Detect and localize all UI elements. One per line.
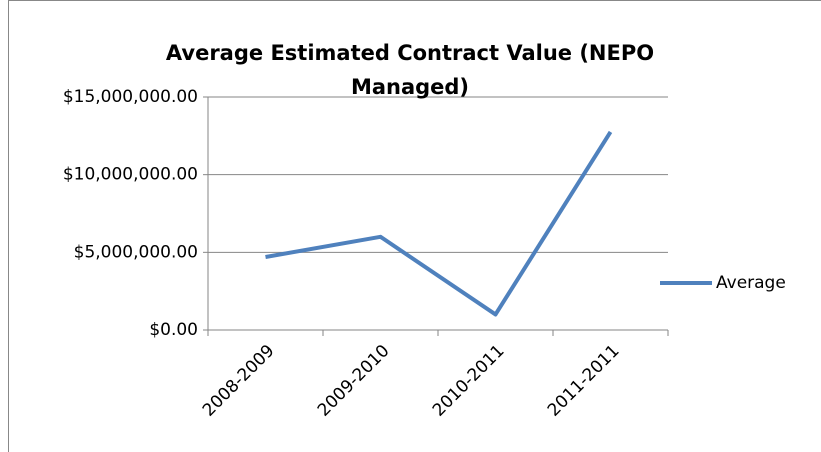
data-line bbox=[265, 130, 613, 317]
y-tick-label: $10,000,000.00 bbox=[63, 165, 198, 185]
x-tick-label: 2011-2011 bbox=[544, 341, 624, 421]
x-tick-label: 2010-2011 bbox=[429, 341, 509, 421]
chart-frame bbox=[8, 0, 821, 452]
x-tick-label: 2009-2010 bbox=[314, 341, 394, 421]
chart-title: Average Estimated Contract Value (NEPO M… bbox=[165, 41, 655, 99]
y-tick-label: $15,000,000.00 bbox=[63, 87, 198, 107]
y-tick-label: $5,000,000.00 bbox=[74, 242, 198, 262]
y-tick-label: $0.00 bbox=[149, 320, 198, 340]
legend-label: Average bbox=[716, 273, 786, 293]
x-tick-label: 2008-2009 bbox=[199, 341, 279, 421]
